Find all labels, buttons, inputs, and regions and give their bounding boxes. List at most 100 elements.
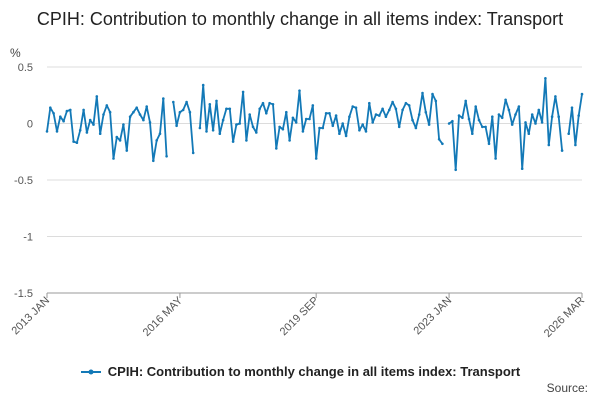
data-point — [507, 108, 511, 112]
data-point — [155, 139, 158, 142]
data-point — [235, 123, 238, 126]
data-point — [540, 121, 544, 124]
data-point — [484, 125, 487, 129]
y-tick-label: -0.5 — [14, 175, 33, 187]
data-point — [128, 115, 132, 118]
data-point — [524, 121, 527, 124]
x-tick-label: 2026 MAR — [542, 295, 587, 340]
data-point — [384, 115, 388, 118]
data-point — [268, 101, 271, 105]
data-point — [471, 132, 474, 135]
data-point — [265, 112, 268, 115]
data-point — [431, 92, 434, 96]
data-point — [251, 125, 255, 129]
data-point — [371, 121, 375, 124]
data-point — [118, 139, 122, 142]
data-point — [105, 104, 109, 107]
data-point — [451, 119, 454, 123]
plot-area — [45, 77, 584, 172]
data-point — [288, 139, 291, 142]
data-point — [324, 112, 328, 115]
y-axis-unit-label: % — [10, 46, 21, 60]
data-point — [125, 149, 129, 152]
data-point — [45, 130, 49, 133]
data-point — [567, 132, 570, 135]
data-point — [248, 113, 251, 116]
data-point — [504, 98, 507, 102]
data-point — [298, 89, 301, 92]
data-point — [411, 118, 414, 122]
y-tick-labels: 0.5 0 -0.5 -1 -1.5 — [14, 62, 33, 300]
data-point — [537, 108, 541, 112]
data-point — [138, 113, 142, 116]
series-line — [567, 93, 583, 146]
data-point — [65, 109, 69, 113]
data-point — [574, 143, 577, 147]
gridlines — [47, 66, 582, 294]
data-point — [481, 125, 484, 129]
data-point — [75, 141, 79, 144]
data-point — [314, 157, 318, 160]
data-point — [378, 114, 381, 117]
data-point — [311, 104, 315, 107]
data-point — [417, 113, 421, 116]
data-point — [238, 122, 241, 125]
data-point — [208, 103, 212, 106]
data-point — [231, 140, 235, 143]
data-point — [557, 115, 560, 118]
legend[interactable]: CPIH: Contribution to monthly change in … — [0, 364, 600, 380]
data-point — [85, 131, 89, 134]
data-point — [261, 101, 265, 105]
x-tick-label: 2023 JAN — [412, 295, 455, 338]
data-point — [221, 118, 225, 122]
data-point — [344, 134, 348, 138]
data-point — [447, 122, 451, 125]
data-point — [464, 99, 468, 103]
data-point — [132, 110, 135, 114]
series-line — [199, 84, 444, 160]
data-point — [334, 114, 338, 117]
legend-label: CPIH: Contribution to monthly change in … — [107, 364, 521, 379]
data-point — [181, 108, 185, 112]
x-tick-label: 2013 JAN — [9, 295, 52, 338]
data-point — [281, 127, 285, 131]
data-point — [397, 125, 401, 129]
y-tick-label: 0.5 — [18, 62, 33, 74]
data-point — [108, 110, 112, 114]
data-point — [178, 110, 182, 114]
data-point — [95, 95, 99, 98]
data-point — [278, 125, 281, 129]
data-point — [78, 129, 82, 132]
data-point — [401, 108, 404, 112]
data-point — [275, 147, 278, 150]
data-point — [198, 126, 202, 130]
data-point — [434, 99, 438, 103]
data-point — [454, 168, 458, 172]
data-point — [148, 121, 152, 124]
data-point — [381, 107, 384, 111]
data-point — [185, 100, 188, 104]
data-point — [201, 83, 205, 87]
data-point — [188, 110, 192, 114]
data-point — [457, 114, 461, 117]
data-point — [414, 126, 418, 130]
y-tick-label: -1 — [23, 232, 33, 244]
data-point — [158, 132, 162, 135]
data-point — [560, 149, 564, 152]
data-point — [218, 132, 222, 135]
x-tick-label: 2019 SEP — [278, 295, 322, 339]
data-point — [527, 132, 531, 135]
data-point — [510, 123, 514, 126]
data-point — [49, 106, 52, 109]
data-point — [364, 130, 368, 133]
data-point — [55, 130, 59, 133]
data-point — [172, 100, 175, 104]
data-point — [351, 105, 355, 108]
data-point — [72, 140, 75, 143]
data-point — [211, 129, 215, 132]
data-point — [228, 107, 232, 111]
chart-title: CPIH: Contribution to monthly change in … — [36, 9, 564, 29]
data-point — [358, 129, 361, 132]
data-point — [487, 142, 491, 146]
